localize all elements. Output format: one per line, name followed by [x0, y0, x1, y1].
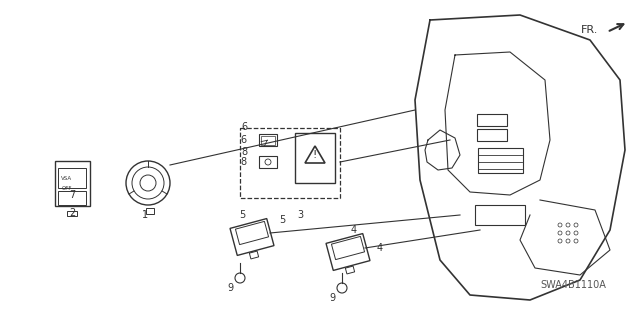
Text: VSA: VSA — [61, 175, 72, 181]
Text: SWA4B1110A: SWA4B1110A — [540, 280, 606, 290]
Bar — [346, 266, 355, 274]
Bar — [58, 191, 86, 205]
Bar — [146, 208, 154, 214]
Text: 6: 6 — [240, 135, 246, 145]
Text: 1: 1 — [142, 210, 148, 220]
Bar — [259, 134, 277, 146]
Text: 5: 5 — [279, 215, 285, 225]
Bar — [477, 147, 522, 173]
Text: 4: 4 — [377, 243, 383, 253]
Text: 3: 3 — [297, 210, 303, 220]
Bar — [332, 236, 365, 260]
Bar — [250, 251, 259, 259]
Text: 7: 7 — [69, 190, 75, 200]
Bar — [67, 211, 77, 216]
Text: 2: 2 — [69, 208, 75, 218]
Bar — [54, 160, 90, 205]
Text: !: ! — [313, 150, 317, 160]
Text: 6: 6 — [241, 122, 247, 132]
Bar — [236, 221, 269, 245]
Text: 9: 9 — [227, 283, 233, 293]
Bar — [230, 219, 274, 256]
Bar — [259, 156, 277, 168]
Bar — [58, 168, 86, 188]
Bar — [477, 129, 507, 141]
Bar — [261, 136, 275, 145]
Bar — [295, 133, 335, 183]
Text: 9: 9 — [329, 293, 335, 303]
Text: 4: 4 — [351, 225, 357, 235]
Text: OFF: OFF — [61, 186, 72, 190]
Text: 8: 8 — [241, 147, 247, 157]
Text: 5: 5 — [239, 210, 245, 220]
Bar — [477, 114, 507, 126]
Bar — [475, 205, 525, 225]
Text: 8: 8 — [240, 157, 246, 167]
Text: FR.: FR. — [580, 25, 598, 35]
Bar — [326, 234, 370, 271]
